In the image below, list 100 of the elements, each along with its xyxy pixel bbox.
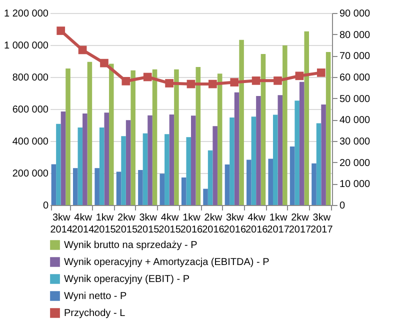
- point: [186, 80, 196, 88]
- y2-tick-label: 30 000: [340, 136, 371, 148]
- bar: [234, 92, 240, 205]
- bar: [203, 188, 208, 205]
- x-tick-label: 1kw 2017: [267, 212, 290, 236]
- y2-tick-label: 10 000: [340, 179, 371, 190]
- legend-label: Wynik brutto na sprzedaży - P: [64, 240, 198, 251]
- bar: [99, 128, 104, 205]
- bar: [186, 137, 191, 205]
- bar: [121, 136, 126, 205]
- bar: [164, 134, 170, 205]
- y2-tick-label: 60 000: [340, 72, 371, 84]
- bar: [260, 54, 266, 205]
- bar: [174, 69, 179, 205]
- bar: [246, 160, 252, 205]
- bar: [316, 123, 322, 205]
- point: [316, 68, 326, 77]
- point: [165, 79, 174, 88]
- y2-tick-label: 90 000: [340, 8, 371, 20]
- y-tick-label: 800 000: [12, 72, 49, 84]
- bar: [160, 174, 165, 205]
- bar: [304, 31, 310, 205]
- bar: [196, 66, 201, 205]
- bar: [268, 158, 273, 205]
- legend-label: Wyni netto - P: [64, 291, 128, 302]
- point: [100, 58, 108, 68]
- x-tick-label: 4kw 2014: [72, 212, 95, 236]
- bar: [224, 164, 230, 205]
- bar: [126, 120, 131, 205]
- point: [78, 46, 87, 54]
- bar: [138, 170, 143, 205]
- y2-tick-label: 40 000: [340, 115, 371, 126]
- bar: [78, 128, 83, 205]
- bar: [66, 68, 70, 205]
- point: [56, 26, 66, 35]
- point: [143, 72, 152, 82]
- x-tick-label: 3kw 2017: [310, 212, 334, 236]
- bar: [282, 45, 288, 205]
- y-tick-label: 1 200 000: [4, 8, 49, 20]
- bar: [272, 114, 278, 205]
- bar: [191, 116, 196, 205]
- bar: [169, 114, 174, 205]
- x-tick-label: 2kw 2017: [288, 212, 312, 236]
- bar: [230, 118, 234, 205]
- x-tick-label: 4kw 2016: [245, 212, 268, 236]
- bar: [104, 112, 110, 205]
- x-tick-label: 1kw 2015: [94, 212, 116, 236]
- bar: [256, 96, 261, 205]
- point: [295, 72, 304, 80]
- point: [274, 76, 282, 85]
- bar: [251, 116, 256, 205]
- bar: [181, 177, 186, 205]
- legend-label: Przychody - L: [64, 308, 126, 319]
- bar: [212, 126, 218, 205]
- y-tick-label: 1 000 000: [4, 40, 49, 52]
- y2-tick-label: 80 000: [340, 30, 371, 41]
- legend-label: Wynik operacyjny (EBIT) - P: [64, 274, 190, 285]
- x-tick-label: 4kw 2015: [158, 212, 182, 236]
- bar: [326, 52, 331, 205]
- bar: [278, 95, 283, 205]
- x-tick-label: 2kw 2016: [202, 212, 225, 236]
- bar: [87, 62, 92, 205]
- x-tick-label: 3kw 2015: [136, 212, 160, 236]
- y2-tick-label: 0: [340, 200, 346, 212]
- bar: [82, 113, 88, 205]
- bar: [290, 146, 295, 205]
- bar: [142, 133, 148, 205]
- bar: [217, 74, 222, 205]
- y2-tick-label: 70 000: [340, 51, 371, 62]
- y2-tick-label: 20 000: [340, 158, 371, 169]
- point: [122, 76, 130, 86]
- bar: [312, 163, 316, 205]
- x-tick-label: 3kw 2014: [50, 212, 73, 236]
- point: [230, 78, 239, 86]
- bar: [94, 168, 100, 205]
- bar: [299, 82, 304, 205]
- bar: [72, 168, 78, 205]
- bar: [130, 70, 136, 205]
- x-tick-label: 1kw 2016: [180, 212, 204, 236]
- bar: [152, 69, 158, 205]
- y-tick-label: 200 000: [12, 168, 49, 180]
- bar: [294, 100, 300, 205]
- x-tick-label: 2kw 2015: [115, 212, 138, 236]
- y2-tick-label: 50 000: [340, 94, 371, 105]
- bar: [208, 150, 213, 205]
- x-tick-label: 3kw 2016: [224, 212, 246, 236]
- point: [252, 76, 260, 85]
- bar: [109, 64, 114, 205]
- bar: [60, 112, 66, 205]
- bar: [148, 115, 152, 205]
- bar: [239, 40, 244, 205]
- bar: [51, 164, 56, 205]
- point: [208, 80, 217, 88]
- bar: [56, 124, 61, 205]
- y-tick-label: 400 000: [12, 136, 49, 148]
- y-tick-label: 600 000: [12, 104, 49, 116]
- bar: [321, 104, 326, 205]
- bar: [116, 172, 122, 205]
- legend-label: Wynik operacyjny + Amortyzacja (EBITDA) - P: [64, 257, 270, 268]
- y-tick-label: 0: [42, 200, 49, 212]
